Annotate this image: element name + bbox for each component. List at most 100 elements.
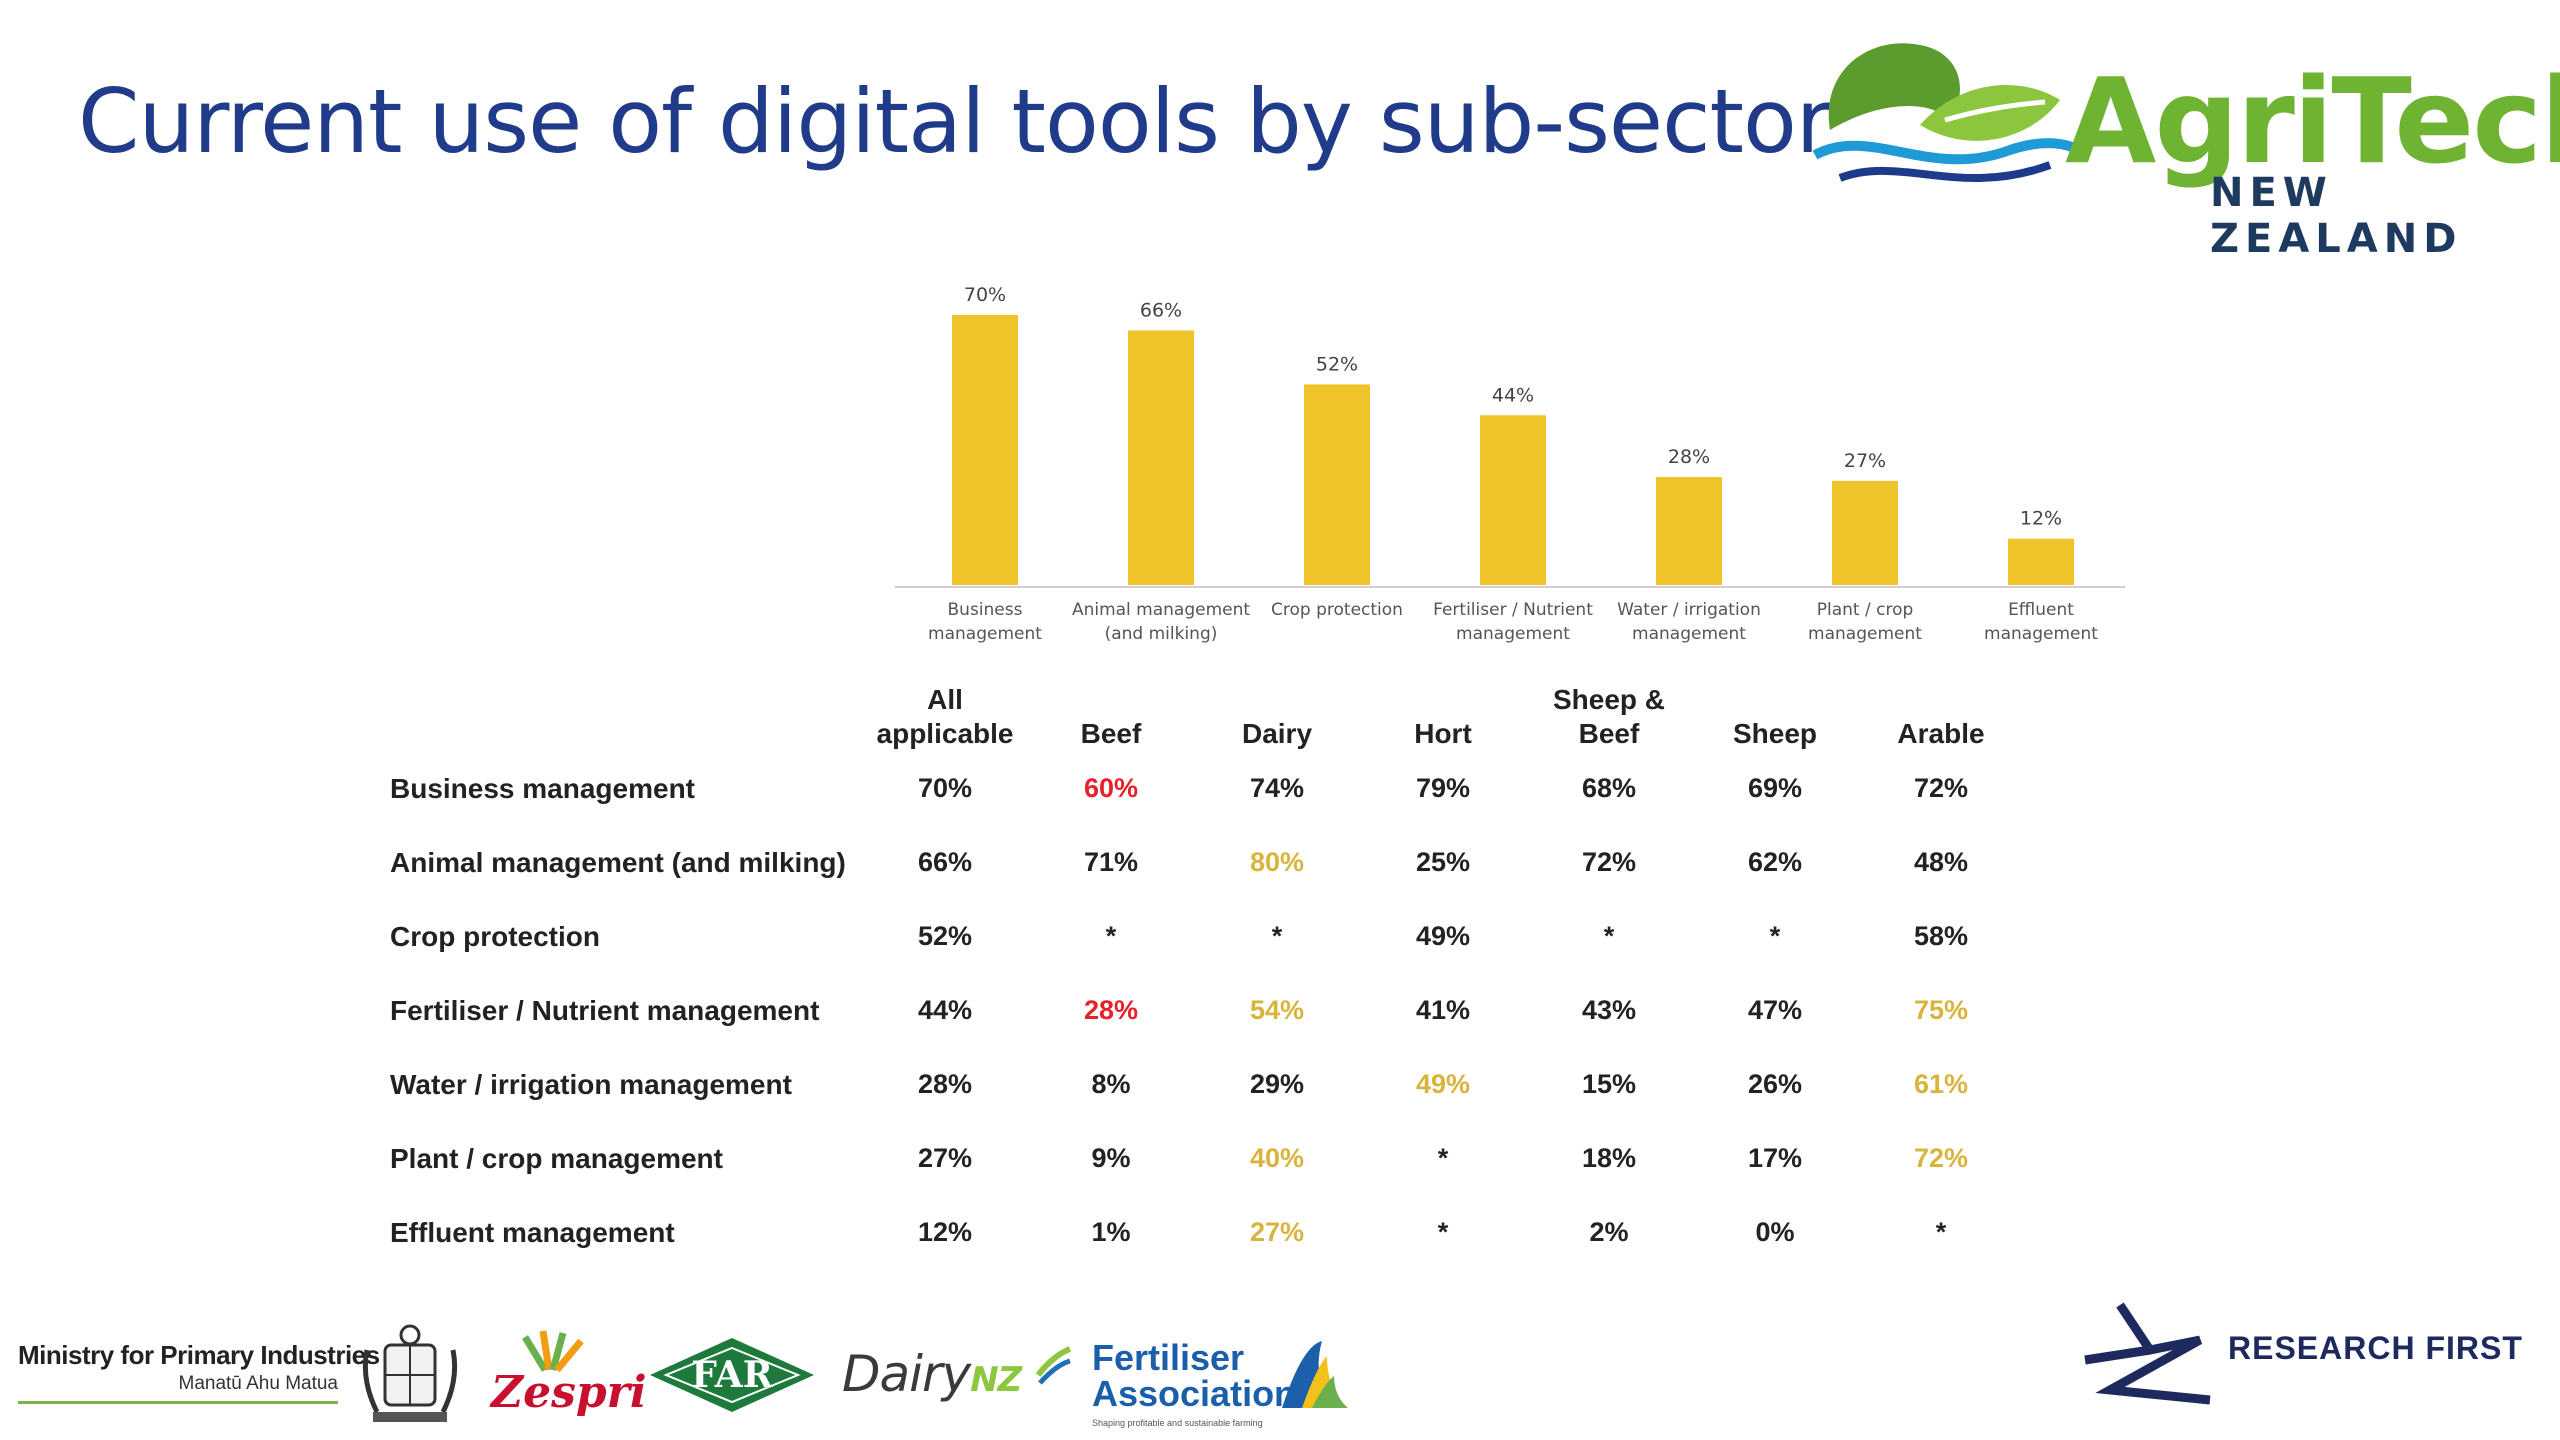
category-label: Business: [948, 600, 1023, 620]
table-cell: 9%: [1091, 1143, 1131, 1173]
dairynz-logo: DairyNZ: [842, 1345, 1072, 1403]
fert-flame-icon: [1282, 1341, 1348, 1408]
table-cell: 58%: [1913, 921, 1969, 951]
table-cell: 60%: [1083, 773, 1139, 803]
fert-line1: Fertiliser: [1092, 1337, 1245, 1378]
table-cell: 72%: [1913, 773, 1969, 803]
category-label: management: [1808, 624, 1922, 644]
table-cell: 12%: [917, 1217, 973, 1247]
table-cell: 2%: [1589, 1217, 1629, 1247]
table-cell: 72%: [1581, 847, 1637, 877]
far-diamond-icon: [650, 1338, 814, 1412]
column-header-line: Beef: [1578, 718, 1640, 749]
bar-value-label: 12%: [2020, 508, 2062, 530]
table-cell: 48%: [1913, 847, 1969, 877]
page-title: Current use of digital tools by sub-sect…: [78, 70, 1832, 173]
table-cell: 44%: [917, 995, 973, 1025]
table-cell: 70%: [917, 773, 973, 803]
table-cell: 61%: [1913, 1069, 1969, 1099]
column-header: Beef: [1021, 717, 1201, 751]
table-cell: 17%: [1747, 1143, 1803, 1173]
research-first-mark-icon: [2084, 1302, 2211, 1405]
table-cell: 27%: [917, 1143, 973, 1173]
bar-value-label: 70%: [964, 284, 1006, 306]
bar-chart: 70% Business management 66% Animal managemen…: [895, 284, 2125, 644]
column-header-line: Dairy: [1241, 718, 1313, 749]
table-cell: 29%: [1249, 1069, 1305, 1099]
fert-tagline: Shaping profitable and sustainable farmi…: [1092, 1418, 1263, 1428]
coat-of-arms-icon: [362, 1324, 458, 1422]
table-cell: 18%: [1581, 1143, 1637, 1173]
zespri-leaf-icon: [522, 1330, 584, 1373]
column-header-line: Hort: [1414, 718, 1472, 749]
column-header: Sheep: [1685, 717, 1865, 751]
bar: [952, 315, 1018, 585]
column-header-line: Arable: [1897, 718, 1985, 749]
table-cell: 75%: [1913, 995, 1969, 1025]
table-cell: *: [1603, 921, 1615, 951]
column-header-line: applicable: [876, 718, 1014, 749]
table-cell: 26%: [1747, 1069, 1803, 1099]
mpi-logo: Ministry for Primary Industries Manatū A…: [18, 1340, 380, 1404]
table-cell: 25%: [1415, 847, 1471, 877]
category-label: Water / irrigation: [1617, 600, 1761, 620]
table-cell: 47%: [1747, 995, 1803, 1025]
table-cell: 27%: [1249, 1217, 1305, 1247]
column-header-line: All: [927, 684, 963, 715]
bar-value-label: 44%: [1492, 384, 1534, 406]
zespri-wordmark: Zespri: [491, 1367, 647, 1418]
table-cell: *: [1437, 1217, 1449, 1247]
mpi-underline: [18, 1401, 338, 1404]
table-cell: 49%: [1415, 1069, 1471, 1099]
bar: [1656, 477, 1722, 585]
table-cell: 80%: [1249, 847, 1305, 877]
row-label: Fertiliser / Nutrient management: [390, 995, 820, 1026]
category-label: management: [1632, 624, 1746, 644]
category-label: Fertiliser / Nutrient: [1433, 600, 1593, 620]
table-cell: 1%: [1091, 1217, 1131, 1247]
agritech-logo: AgriTech NEW ZEALAND: [1810, 30, 2560, 262]
far-wordmark: FAR: [691, 1354, 773, 1396]
bar-value-label: 28%: [1668, 446, 1710, 468]
bar-value-label: 66%: [1140, 299, 1182, 321]
table-cell: 41%: [1415, 995, 1471, 1025]
table-cell: 28%: [1083, 995, 1139, 1025]
agritech-leaf-icon: [1812, 43, 2077, 183]
agritech-subtitle: NEW ZEALAND: [2210, 170, 2463, 262]
table-cell: 68%: [1581, 773, 1637, 803]
dairynz-swoosh-icon: [1035, 1346, 1072, 1385]
table-cell: *: [1105, 921, 1117, 951]
column-header-line: Sheep: [1732, 718, 1818, 749]
dairynz-nz: NZ: [970, 1360, 1022, 1400]
table-cell: 43%: [1581, 995, 1637, 1025]
column-header: Sheep & Beef: [1519, 683, 1699, 751]
row-label: Effluent management: [390, 1217, 675, 1248]
column-header-line: Sheep &: [1552, 684, 1666, 715]
table-cell: 15%: [1581, 1069, 1637, 1099]
far-logo: FAR: [648, 1336, 816, 1414]
bar: [1128, 330, 1194, 585]
table-cell: 49%: [1415, 921, 1471, 951]
category-label: Crop protection: [1271, 600, 1403, 620]
column-header: Dairy: [1187, 717, 1367, 751]
table-cell: 52%: [917, 921, 973, 951]
row-label: Water / irrigation management: [390, 1069, 792, 1100]
bar-value-label: 27%: [1844, 450, 1886, 472]
bar: [1304, 384, 1370, 585]
table-cell: *: [1769, 921, 1781, 951]
table-cell: *: [1935, 1217, 1947, 1247]
row-label: Business management: [390, 773, 695, 804]
table-cell: 62%: [1747, 847, 1803, 877]
column-header-line: Beef: [1080, 718, 1142, 749]
column-header: Hort: [1353, 717, 1533, 751]
dairynz-main: Dairy: [842, 1345, 971, 1403]
bar: [1832, 480, 1898, 585]
table-cell: 0%: [1755, 1217, 1795, 1247]
fertiliser-association-logo: Fertiliser Association Shaping profitabl…: [1092, 1340, 1352, 1435]
research-first-wordmark: RESEARCH FIRST: [2228, 1330, 2523, 1366]
table-cell: 40%: [1249, 1143, 1305, 1173]
category-label: (and milking): [1105, 624, 1218, 644]
row-label: Plant / crop management: [390, 1143, 723, 1174]
column-header: All applicable: [855, 683, 1035, 751]
bar: [2008, 538, 2074, 585]
